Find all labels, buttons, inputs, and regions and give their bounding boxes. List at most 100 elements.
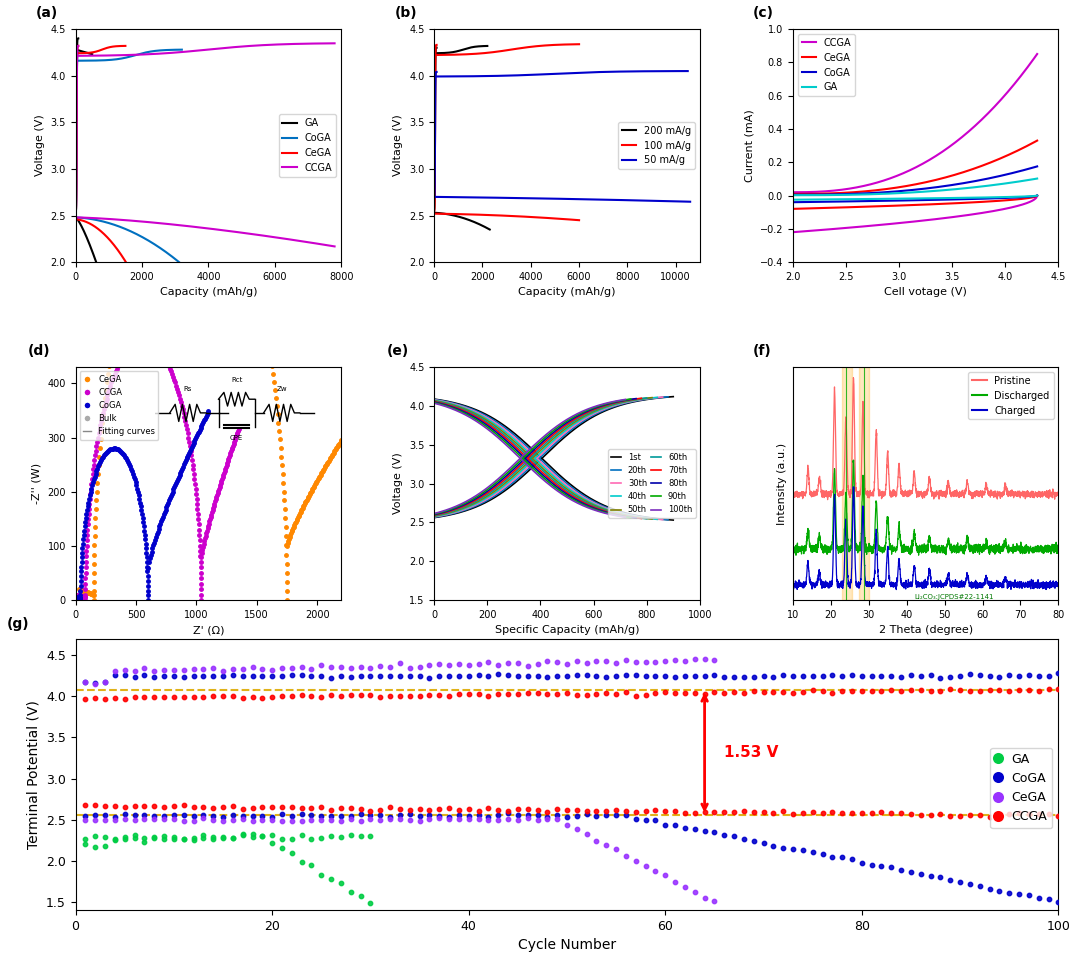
Point	[981, 882, 998, 897]
Text: (d): (d)	[28, 345, 51, 358]
Point	[431, 808, 448, 824]
Point	[735, 831, 753, 846]
Legend: CeGA, CCGA, CoGA, Bulk, Fitting curves: CeGA, CCGA, CoGA, Bulk, Fitting curves	[80, 371, 159, 439]
Point	[244, 808, 261, 824]
Point	[391, 668, 408, 683]
Point	[990, 682, 1008, 698]
Point	[381, 811, 399, 827]
Point	[126, 831, 144, 846]
Point	[834, 849, 851, 864]
Point	[283, 660, 300, 676]
Point	[1050, 681, 1067, 696]
Text: Li₂CO₃:JCPDS#22-1141: Li₂CO₃:JCPDS#22-1141	[914, 594, 994, 600]
Point	[225, 830, 242, 845]
Point	[333, 669, 350, 684]
Point	[96, 799, 113, 814]
Point	[401, 806, 418, 822]
Point	[283, 808, 300, 824]
Point	[86, 675, 104, 690]
Point	[726, 804, 743, 820]
Text: (a): (a)	[36, 7, 58, 20]
Point	[696, 823, 713, 838]
Point	[882, 682, 900, 698]
Point	[549, 686, 566, 702]
Point	[706, 824, 724, 839]
Point	[215, 831, 232, 846]
Point	[86, 797, 104, 812]
Point	[470, 668, 487, 683]
Point	[352, 828, 369, 843]
Point	[234, 827, 252, 842]
Point	[96, 674, 113, 689]
Point	[696, 686, 713, 702]
Point	[666, 818, 684, 833]
Point	[117, 663, 134, 679]
Point	[489, 657, 507, 673]
Point	[608, 655, 625, 671]
Point	[342, 687, 360, 703]
Point	[597, 837, 615, 853]
Point	[539, 811, 556, 827]
Text: (g): (g)	[6, 617, 29, 631]
Point	[77, 675, 94, 690]
Point	[618, 667, 635, 682]
Point	[549, 654, 566, 670]
Point	[264, 812, 281, 828]
Point	[834, 805, 851, 821]
Point	[293, 828, 310, 843]
Point	[381, 800, 399, 815]
Point	[676, 820, 693, 835]
Point	[372, 658, 389, 674]
Point	[627, 811, 645, 827]
Point	[96, 691, 113, 707]
Point	[215, 809, 232, 825]
Point	[185, 830, 202, 845]
Point	[254, 808, 271, 824]
Point	[215, 800, 232, 815]
Point	[539, 686, 556, 702]
Point	[480, 809, 497, 825]
Point	[185, 808, 202, 824]
Point	[450, 668, 468, 683]
Text: (b): (b)	[394, 7, 417, 20]
Point	[686, 805, 703, 821]
Point	[882, 860, 900, 875]
Point	[106, 664, 123, 680]
Text: (e): (e)	[387, 345, 408, 358]
Point	[618, 652, 635, 668]
Point	[588, 808, 605, 824]
Point	[942, 808, 959, 824]
Point	[499, 811, 516, 827]
Point	[302, 800, 320, 815]
Point	[666, 669, 684, 684]
Legend: GA, CoGA, CeGA, CCGA: GA, CoGA, CeGA, CCGA	[990, 747, 1052, 829]
Point	[735, 669, 753, 684]
Point	[971, 878, 988, 893]
Point	[146, 808, 163, 824]
Point	[293, 801, 310, 816]
Point	[951, 682, 969, 698]
Point	[774, 803, 792, 819]
Point	[126, 689, 144, 705]
Point	[106, 799, 123, 814]
Point	[913, 866, 930, 882]
Point	[411, 659, 429, 675]
Bar	[860, 367, 868, 600]
Point	[283, 688, 300, 704]
Point	[352, 889, 369, 904]
Point	[558, 668, 576, 683]
Point	[146, 663, 163, 679]
Point	[117, 800, 134, 815]
Point	[194, 689, 212, 705]
Point	[264, 668, 281, 683]
Point	[814, 805, 832, 821]
Point	[805, 804, 822, 820]
Point	[696, 890, 713, 905]
Point	[194, 810, 212, 826]
Point	[873, 804, 890, 820]
Point	[117, 829, 134, 844]
Point	[608, 669, 625, 684]
Point	[136, 833, 153, 849]
Point	[942, 872, 959, 888]
Point	[805, 682, 822, 698]
